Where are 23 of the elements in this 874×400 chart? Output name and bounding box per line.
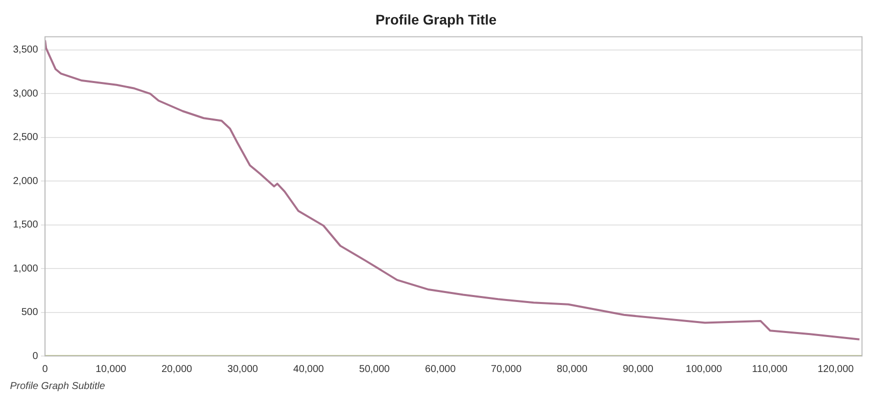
chart-title: Profile Graph Title <box>375 11 497 28</box>
x-tick-label: 10,000 <box>96 364 127 375</box>
y-tick-label: 2,500 <box>12 132 38 144</box>
x-tick-label: 70,000 <box>490 364 522 375</box>
x-tick-label: 110,000 <box>752 364 788 375</box>
x-tick-label: 0 <box>42 364 48 375</box>
y-tick-label: 2,000 <box>12 176 38 187</box>
y-tick-label: 3,000 <box>12 88 38 100</box>
text: Profile Graph Subtitle <box>10 380 106 392</box>
x-tick-label: 50,000 <box>359 364 390 375</box>
x-tick-label: 40,000 <box>293 364 324 375</box>
x-tick-label: 80,000 <box>556 364 588 375</box>
y-tick-label: 1,500 <box>12 220 38 231</box>
x-tick-label: 60,000 <box>425 364 456 375</box>
x-tick-label: 20,000 <box>162 364 193 375</box>
y-tick-label: 0 <box>32 350 38 362</box>
x-tick-label: 30,000 <box>227 364 258 375</box>
x-tick-label: 100,000 <box>686 364 722 375</box>
y-tick-label: 1,000 <box>12 263 38 274</box>
y-tick-label: 500 <box>21 307 38 318</box>
x-tick-label: 120,000 <box>818 364 854 375</box>
x-tick-label: 90,000 <box>622 364 654 375</box>
y-tick-label: 3,500 <box>12 44 38 56</box>
